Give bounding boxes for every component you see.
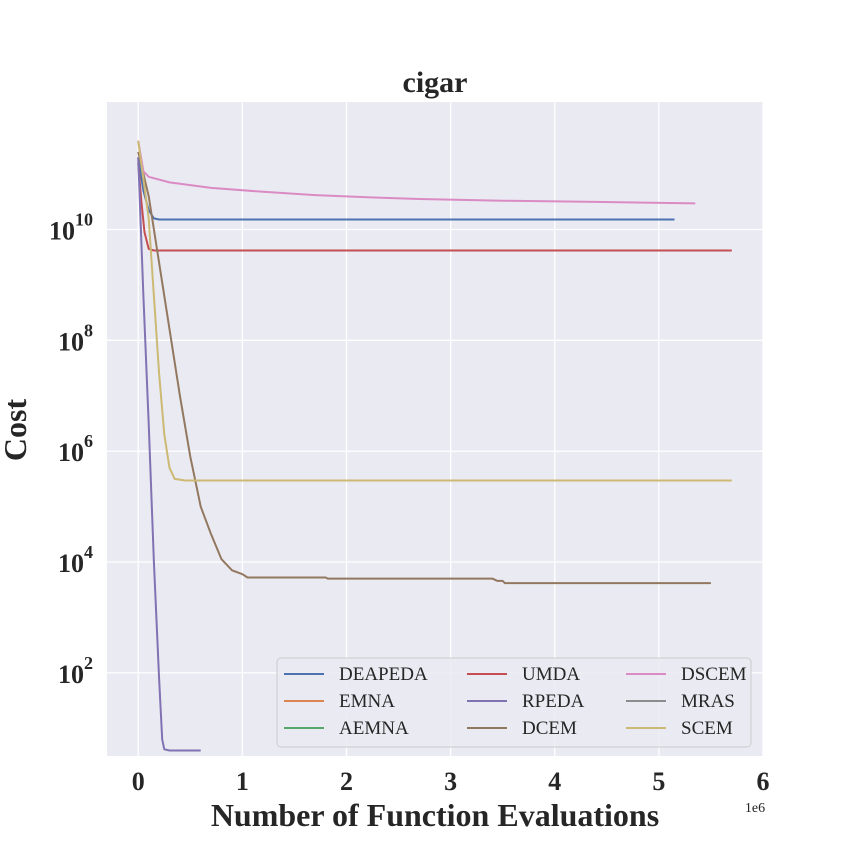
legend-label-deapeda: DEAPEDA bbox=[339, 664, 428, 685]
y-tick-label: 104 bbox=[58, 542, 93, 578]
x-tick-label: 0 bbox=[132, 767, 145, 796]
y-tick-label: 102 bbox=[58, 653, 93, 689]
x-tick-label: 2 bbox=[340, 767, 353, 796]
y-tick-label: 106 bbox=[58, 431, 93, 467]
legend-label-dscem: DSCEM bbox=[681, 664, 747, 685]
plot-background bbox=[107, 102, 763, 756]
y-tick-labels: 102 104 106 108 1010 bbox=[49, 209, 93, 688]
y-tick-label: 1010 bbox=[49, 209, 93, 245]
x-offset-label: 1e6 bbox=[745, 801, 765, 816]
x-tick-label: 5 bbox=[652, 767, 665, 796]
x-tick-labels: 0 1 2 3 4 5 6 bbox=[132, 767, 770, 796]
legend-label-mras: MRAS bbox=[681, 691, 735, 712]
legend-label-rpeda: RPEDA bbox=[522, 691, 585, 712]
legend-label-dcem: DCEM bbox=[522, 718, 577, 739]
legend-label-aemna: AEMNA bbox=[339, 718, 409, 739]
series-line-dscem bbox=[137, 140, 696, 205]
legend-label-scem: SCEM bbox=[681, 718, 733, 739]
x-tick-label: 1 bbox=[236, 767, 249, 796]
y-axis-label: Cost bbox=[0, 399, 33, 462]
series-line-scem bbox=[137, 140, 732, 482]
x-tick-label: 6 bbox=[757, 767, 770, 796]
chart-title: cigar bbox=[403, 66, 468, 99]
series-layer bbox=[137, 140, 732, 752]
legend-box bbox=[276, 657, 752, 748]
x-tick-label: 4 bbox=[548, 767, 561, 796]
series-line-dcem bbox=[137, 151, 711, 585]
x-axis-label: Number of Function Evaluations bbox=[211, 797, 659, 833]
x-tick-label: 3 bbox=[444, 767, 457, 796]
legend: DEAPEDA EMNA AEMNA UMDA RPEDA DCEM DSCEM MRAS SC… bbox=[276, 657, 752, 748]
legend-label-umda: UMDA bbox=[522, 664, 580, 685]
series-line-rpeda bbox=[137, 157, 201, 752]
y-tick-label: 108 bbox=[58, 320, 93, 356]
legend-label-emna: EMNA bbox=[339, 691, 395, 712]
grid-lines bbox=[107, 102, 764, 756]
